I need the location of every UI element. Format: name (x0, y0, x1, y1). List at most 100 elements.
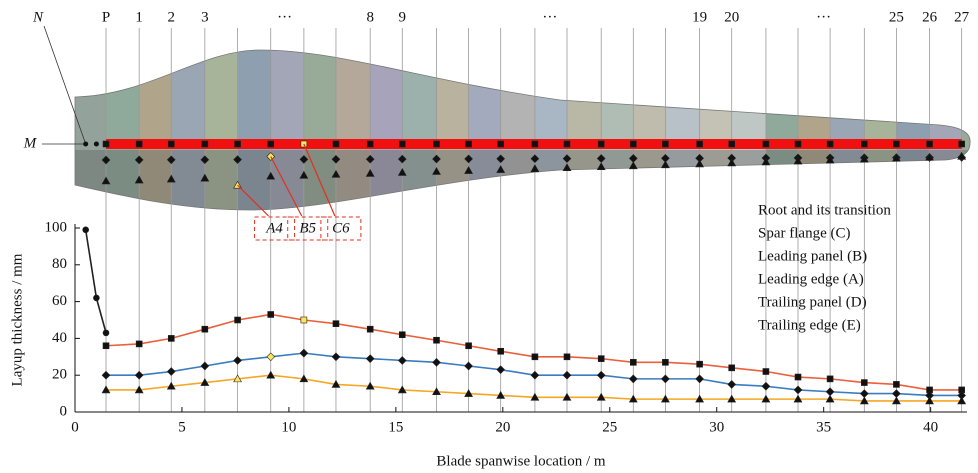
data-point (398, 357, 406, 365)
legend-entry: Root and its transition (758, 202, 891, 218)
blade-marker (168, 141, 174, 147)
callout-label: B5 (299, 220, 316, 236)
blade-dot (94, 142, 99, 147)
blade-segment (798, 40, 830, 220)
blade-marker (136, 141, 142, 147)
data-point (532, 354, 538, 360)
data-point (466, 343, 472, 349)
root-label: N (32, 9, 44, 25)
blade-marker (333, 141, 339, 147)
plot: 0204060801000510152025303540Root and its… (45, 202, 968, 435)
blade-marker (268, 141, 274, 147)
station-label: 3 (201, 9, 209, 25)
blade-segment (896, 40, 929, 220)
blade-body (70, 40, 978, 220)
y-tick-label: 60 (52, 293, 67, 309)
data-point (332, 353, 340, 361)
legend-entry: Spar flange (C) (758, 225, 850, 241)
data-point (83, 227, 89, 233)
blade-marker (202, 141, 208, 147)
data-point (728, 381, 736, 389)
blade-segment (732, 40, 766, 220)
blade-segment (469, 40, 501, 220)
station-label: 1 (135, 9, 143, 25)
x-tick-label: 40 (923, 419, 938, 435)
blade-marker (763, 141, 769, 147)
blade-marker (235, 141, 241, 147)
station-label: ··· (542, 9, 557, 25)
data-point (434, 337, 440, 343)
data-point (498, 348, 504, 354)
blade-marker (434, 141, 440, 147)
series-line (86, 230, 106, 333)
blade-marker (367, 141, 373, 147)
x-axis-label: Blade spanwise location / m (436, 453, 605, 469)
blade-marker (466, 141, 472, 147)
station-label: ··· (816, 9, 831, 25)
data-point (763, 369, 769, 375)
data-point (267, 353, 275, 361)
blade-segment (535, 40, 567, 220)
data-point (794, 386, 802, 394)
y-tick-label: 100 (45, 219, 68, 235)
blade-marker (697, 141, 703, 147)
data-point (630, 359, 636, 365)
data-point (168, 335, 174, 341)
station-label: P (102, 9, 110, 25)
blade-segment (930, 40, 962, 220)
blade-marker (893, 141, 899, 147)
callout-label: C6 (332, 220, 350, 236)
data-point (135, 371, 143, 379)
x-tick-label: 0 (71, 419, 79, 435)
data-point (893, 381, 899, 387)
x-tick-label: 25 (602, 419, 617, 435)
blade-segment (402, 40, 436, 220)
blade-root (70, 40, 110, 220)
blade-marker (630, 141, 636, 147)
data-point (300, 349, 308, 357)
data-point (234, 357, 242, 365)
x-tick-label: 30 (709, 419, 724, 435)
data-point (563, 371, 571, 379)
blade-marker (662, 141, 668, 147)
blade-marker (598, 141, 604, 147)
x-tick-label: 20 (495, 419, 510, 435)
blade-marker (729, 141, 735, 147)
data-point (861, 380, 867, 386)
data-point (598, 356, 604, 362)
data-point (399, 332, 405, 338)
station-label: 2 (168, 9, 176, 25)
data-point (367, 326, 373, 332)
data-point (167, 368, 175, 376)
y-axis-label: Layup thickness / mm (9, 253, 25, 386)
data-point (629, 375, 637, 383)
blade-segment (766, 40, 798, 220)
blade-segment (830, 40, 864, 220)
data-point (201, 362, 209, 370)
blade-segment (601, 40, 633, 220)
data-point (662, 359, 668, 365)
callout-label: A4 (265, 220, 283, 236)
station-label: 25 (889, 9, 904, 25)
blade-marker (103, 141, 109, 147)
data-point (661, 375, 669, 383)
data-point (531, 371, 539, 379)
data-point (366, 355, 374, 363)
station-label: 9 (399, 9, 407, 25)
data-point (103, 330, 109, 336)
blade-segment (962, 40, 978, 220)
y-tick-label: 20 (52, 367, 67, 383)
y-tick-label: 0 (60, 403, 68, 419)
legend-entry: Leading panel (B) (758, 248, 867, 264)
data-point (202, 326, 208, 332)
data-point (597, 371, 605, 379)
blade-segment (567, 40, 601, 220)
blade-marker (959, 141, 965, 147)
data-point (301, 317, 307, 323)
blade-marker (532, 141, 538, 147)
data-point (235, 317, 241, 323)
root-pointer (44, 26, 86, 144)
blade-marker (927, 141, 933, 147)
data-point (465, 362, 473, 370)
blade-segment (437, 40, 469, 220)
